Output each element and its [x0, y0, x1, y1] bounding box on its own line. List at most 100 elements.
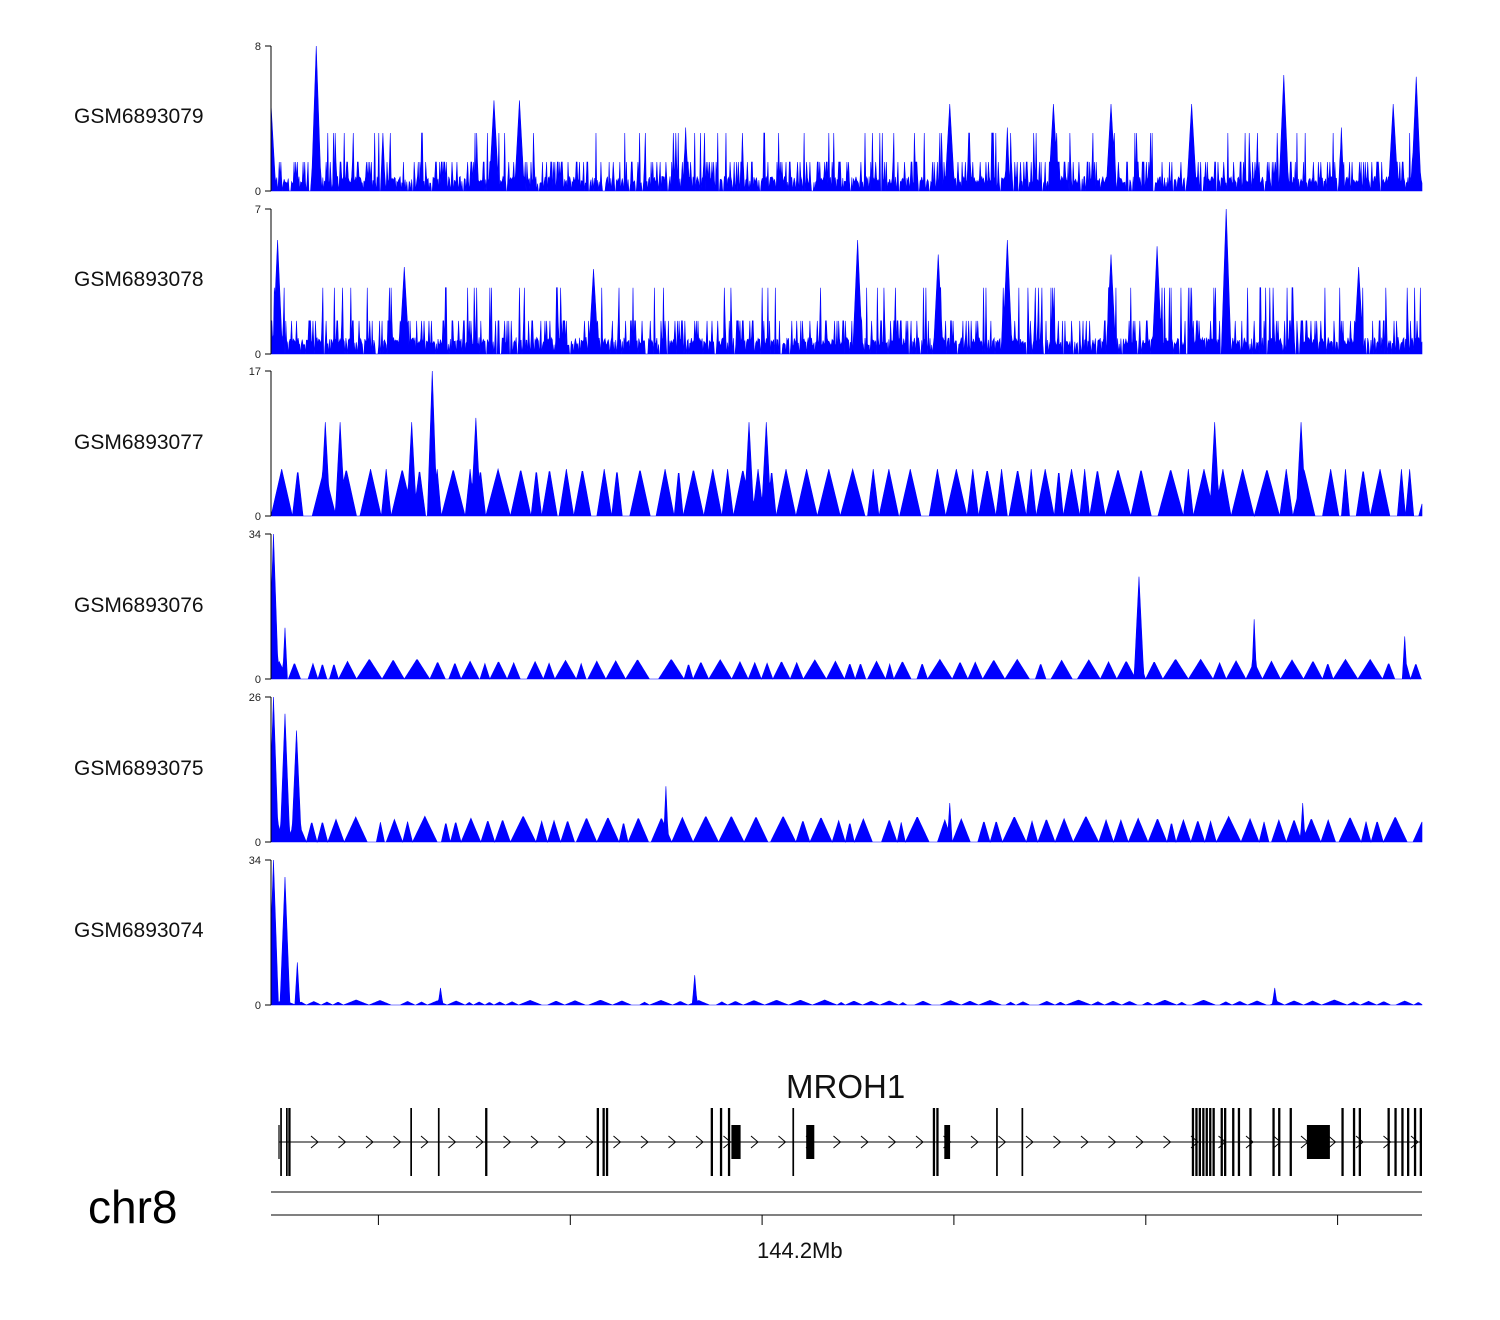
y-tick-label-max-4: 34 — [249, 529, 261, 541]
strand-arrow — [833, 1135, 842, 1149]
exon-block — [1413, 1108, 1417, 1176]
coverage-area-1 — [270, 45, 1423, 192]
strand-arrow — [393, 1135, 402, 1149]
coverage-area-6 — [270, 859, 1423, 1006]
strand-arrow — [613, 1135, 622, 1149]
exon-block — [1191, 1108, 1195, 1176]
exon-block — [1209, 1108, 1212, 1176]
strand-arrow — [365, 1135, 374, 1149]
exon-block — [1220, 1108, 1223, 1176]
exon-block — [932, 1108, 936, 1176]
strand-arrow — [558, 1135, 567, 1149]
exon-block — [485, 1108, 488, 1176]
strand-arrow — [1273, 1135, 1282, 1149]
exon-block — [1419, 1108, 1422, 1176]
y-tick-label-min-6: 0 — [255, 1000, 261, 1012]
strand-arrow — [723, 1135, 732, 1149]
exon-block — [792, 1108, 795, 1176]
coverage-area-5 — [270, 696, 1423, 844]
exon-block — [286, 1108, 288, 1176]
exon-block — [1289, 1108, 1292, 1176]
strand-arrow — [915, 1135, 924, 1149]
coverage-area-3 — [270, 370, 1423, 518]
exon-block — [1341, 1108, 1344, 1176]
exon-block — [731, 1125, 741, 1159]
exon-block — [1021, 1108, 1024, 1176]
exon-block — [1249, 1108, 1252, 1176]
exon-block — [1205, 1108, 1208, 1176]
strand-arrow — [448, 1135, 457, 1149]
exon-block — [719, 1108, 723, 1176]
y-tick-label-max-1: 8 — [255, 41, 261, 53]
strand-arrow — [420, 1135, 429, 1149]
strand-arrow — [530, 1135, 539, 1149]
exon-block — [1232, 1108, 1235, 1176]
strand-arrow — [475, 1135, 484, 1149]
exon-block — [1306, 1125, 1330, 1159]
exon-block — [1272, 1108, 1275, 1176]
exon-block — [944, 1125, 951, 1159]
y-tick-label-min-1: 0 — [255, 186, 261, 198]
strand-arrow — [1108, 1135, 1117, 1149]
exon-block — [936, 1108, 939, 1176]
strand-arrow — [750, 1135, 759, 1149]
strand-arrow — [778, 1135, 787, 1149]
strand-arrow — [640, 1135, 649, 1149]
exon-block — [1352, 1108, 1356, 1176]
exon-block — [1224, 1108, 1227, 1176]
y-tick-label-min-4: 0 — [255, 674, 261, 686]
exon-block — [1202, 1108, 1205, 1176]
exon-block — [1394, 1108, 1397, 1176]
exon-block — [410, 1108, 412, 1176]
track-label-1: GSM6893079 — [74, 105, 204, 128]
strand-arrow — [1410, 1135, 1419, 1149]
axis-tick-label: 144.2Mb — [757, 1238, 843, 1263]
track-label-2: GSM6893078 — [74, 268, 204, 291]
exon-block — [280, 1108, 282, 1176]
track-label-5: GSM6893075 — [74, 757, 204, 780]
gene-name-label: MROH1 — [786, 1068, 906, 1105]
exon-block — [1387, 1108, 1390, 1176]
y-tick-label-min-5: 0 — [255, 837, 261, 849]
y-tick-label-max-3: 17 — [249, 366, 261, 378]
strand-arrow — [695, 1135, 704, 1149]
exon-block — [1198, 1108, 1201, 1176]
strand-arrow — [888, 1135, 897, 1149]
strand-arrow — [1245, 1135, 1254, 1149]
exon-block — [727, 1108, 731, 1176]
y-tick-label-min-2: 0 — [255, 349, 261, 361]
track-label-4: GSM6893076 — [74, 594, 204, 617]
strand-arrow — [1025, 1135, 1034, 1149]
strand-arrow — [338, 1135, 347, 1149]
exon-block — [1407, 1108, 1410, 1176]
strand-arrow — [998, 1135, 1007, 1149]
coverage-area-4 — [270, 533, 1422, 681]
exon-block — [996, 1108, 998, 1176]
exon-block — [288, 1108, 291, 1176]
strand-arrow — [503, 1135, 512, 1149]
strand-arrow — [1080, 1135, 1089, 1149]
strand-arrow — [860, 1135, 869, 1149]
strand-arrow — [1135, 1135, 1144, 1149]
exon-block — [1358, 1108, 1361, 1176]
track-label-3: GSM6893077 — [74, 431, 204, 454]
strand-arrow — [1355, 1135, 1364, 1149]
exon-block — [605, 1108, 609, 1176]
strand-arrow — [668, 1135, 677, 1149]
exon-block — [1278, 1108, 1281, 1176]
exon-block — [437, 1108, 440, 1176]
exon-block — [806, 1125, 815, 1159]
exon-block — [596, 1108, 599, 1176]
strand-arrow — [1053, 1135, 1062, 1149]
track-label-6: GSM6893074 — [74, 919, 204, 942]
exon-block — [1401, 1108, 1404, 1176]
strand-arrow — [585, 1135, 594, 1149]
exon-block — [1212, 1108, 1215, 1176]
y-tick-label-max-5: 26 — [249, 692, 261, 704]
strand-arrow — [1328, 1135, 1337, 1149]
exon-block — [602, 1108, 605, 1176]
strand-arrow — [310, 1135, 319, 1149]
exon-block — [1195, 1108, 1198, 1176]
strand-arrow — [970, 1135, 979, 1149]
